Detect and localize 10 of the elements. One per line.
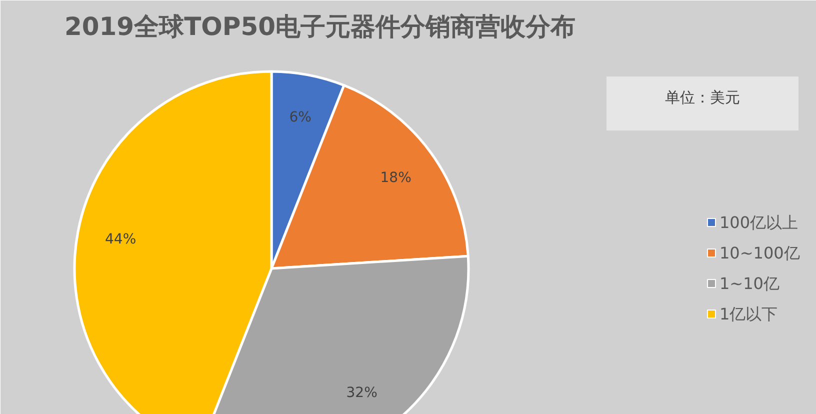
text: 单位：美元: [665, 88, 740, 106]
legend-label: 100亿以上: [720, 213, 798, 232]
legend-label: 10~100亿: [720, 244, 800, 262]
legend-label: 1亿以下: [720, 304, 778, 324]
data-label: 6%: [289, 110, 312, 126]
data-label: 44%: [105, 232, 136, 248]
chart-title: 2019全球TOP50电子元器件分销商营收分布: [64, 12, 576, 41]
data-label: 18%: [380, 170, 412, 186]
data-label: 32%: [346, 384, 378, 401]
legend-label: 1~10亿: [720, 274, 780, 293]
